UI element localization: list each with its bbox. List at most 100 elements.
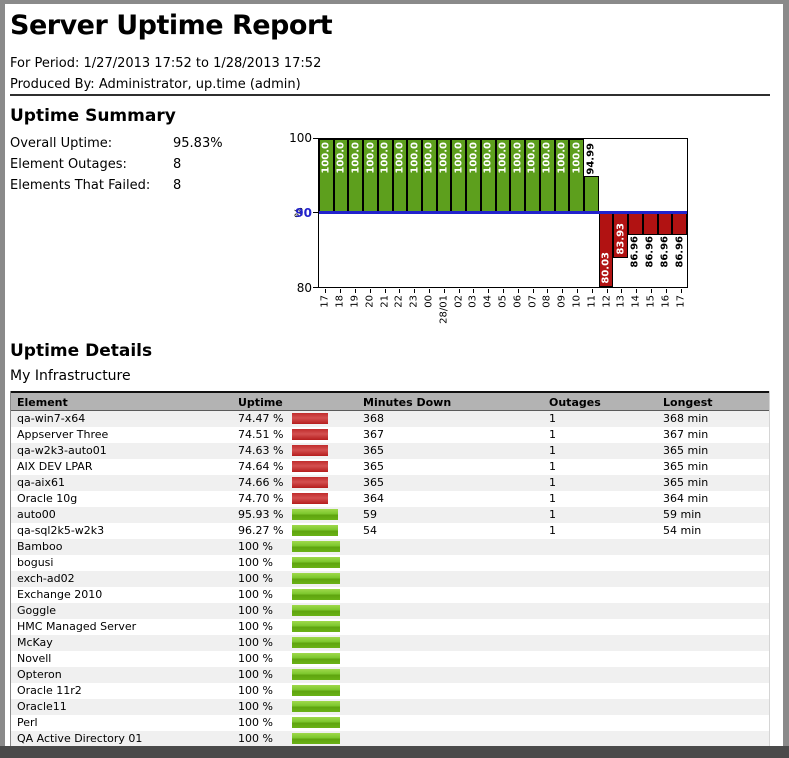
xtick-mark bbox=[577, 289, 578, 293]
outages-value bbox=[549, 651, 663, 667]
uptime-percent: 100 % bbox=[238, 620, 273, 633]
bar-value-label: 100.0 bbox=[468, 142, 480, 174]
uptime-percent: 100 % bbox=[238, 716, 273, 729]
uptime-bar-green bbox=[292, 637, 340, 648]
minutes-down-value bbox=[363, 651, 549, 667]
bar-value-label: 100.0 bbox=[556, 142, 568, 174]
bar-value-label: 86.96 bbox=[659, 236, 671, 269]
chart-plot-area: 100.0 100.0 100.0 100.0 100.0 100.0 100.0 100.0… bbox=[318, 138, 688, 288]
uptime-bar-red bbox=[292, 445, 328, 456]
xtick-mark bbox=[429, 289, 430, 293]
period-value: 1/27/2013 17:52 to 1/28/2013 17:52 bbox=[83, 56, 322, 71]
bar-value-label: 100.0 bbox=[571, 142, 583, 174]
bar-value-label: 100.0 bbox=[526, 142, 538, 174]
xtick-label: 06 bbox=[512, 295, 524, 308]
minutes-down-value bbox=[363, 619, 549, 635]
longest-outage-value: 365 min bbox=[663, 460, 709, 473]
stat-label: Element Outages: bbox=[10, 157, 127, 172]
chart-bar-above-threshold: 100.0 bbox=[495, 139, 511, 213]
xtick-label: 00 bbox=[423, 295, 435, 308]
uptime-bar-green bbox=[292, 701, 340, 712]
element-name: exch-ad02 bbox=[17, 572, 75, 585]
uptime-bar-cell bbox=[292, 523, 363, 539]
table-row: Perl 100 % bbox=[11, 715, 769, 731]
longest-outage-value bbox=[663, 699, 769, 715]
uptime-bar-green bbox=[292, 525, 339, 536]
xtick-label: 09 bbox=[556, 295, 568, 308]
xtick-mark bbox=[325, 289, 327, 293]
minutes-down-value: 364 bbox=[363, 492, 384, 505]
uptime-percent: 100 % bbox=[238, 668, 273, 681]
table-row: McKay 100 % bbox=[11, 635, 769, 651]
bar-value-label: 100.0 bbox=[482, 142, 494, 174]
longest-outage-value bbox=[663, 635, 769, 651]
uptime-bar-cell bbox=[292, 603, 363, 619]
xtick-label: 16 bbox=[660, 295, 672, 308]
longest-outage-value: 364 min bbox=[663, 492, 709, 505]
uptime-bar-cell bbox=[292, 667, 363, 683]
uptime-bar-red bbox=[292, 493, 328, 504]
uptime-percent: 74.51 % bbox=[238, 428, 284, 441]
minutes-down-value: 59 bbox=[363, 508, 377, 521]
longest-outage-value bbox=[663, 603, 769, 619]
xtick-mark bbox=[473, 289, 475, 293]
uptime-bar-red bbox=[292, 429, 328, 440]
outages-value bbox=[549, 619, 663, 635]
ytick-80: 80 bbox=[296, 281, 312, 295]
chart-bar-above-threshold: 100.0 bbox=[554, 139, 570, 213]
ytick-100: 100 bbox=[289, 131, 312, 145]
xtick-mark bbox=[340, 289, 342, 293]
bar-value-label: 86.96 bbox=[629, 236, 641, 269]
uptime-bar-green bbox=[292, 573, 340, 584]
outages-value bbox=[549, 667, 663, 683]
produced-label: Produced By: bbox=[10, 77, 95, 92]
chart-bar-above-threshold: 94.99 bbox=[583, 143, 599, 213]
xtick-mark bbox=[443, 289, 445, 293]
xtick-label: 19 bbox=[349, 295, 361, 308]
xtick-label: 10 bbox=[571, 295, 583, 308]
uptime-percent: 100 % bbox=[238, 652, 273, 665]
element-name: auto00 bbox=[17, 508, 56, 521]
element-name: AIX DEV LPAR bbox=[17, 460, 93, 473]
ytick-mark bbox=[313, 287, 318, 288]
longest-outage-value bbox=[663, 555, 769, 571]
longest-outage-value bbox=[663, 715, 769, 731]
chart-bar-below-threshold: 83.93 bbox=[613, 213, 629, 258]
xtick-label: 13 bbox=[615, 295, 627, 308]
bar-value-label: 100.0 bbox=[335, 142, 347, 174]
uptime-bar-cell bbox=[292, 699, 363, 715]
outages-value bbox=[549, 699, 663, 715]
period-label: For Period: bbox=[10, 56, 80, 71]
outages-value: 1 bbox=[549, 508, 556, 521]
bar-value-label: 100.0 bbox=[438, 142, 450, 174]
chart-bar-above-threshold: 100.0 bbox=[480, 139, 496, 213]
window-border-top bbox=[0, 0, 789, 4]
xtick-label: 04 bbox=[482, 295, 494, 308]
xtick-label: 17 bbox=[319, 295, 331, 308]
longest-outage-value bbox=[663, 619, 769, 635]
xtick-mark bbox=[517, 289, 519, 293]
minutes-down-value bbox=[363, 667, 549, 683]
longest-outage-value bbox=[663, 587, 769, 603]
xtick-mark bbox=[369, 289, 371, 293]
minutes-down-value bbox=[363, 603, 549, 619]
element-name: Oracle11 bbox=[17, 700, 67, 713]
page-title: Server Uptime Report bbox=[10, 10, 333, 41]
longest-outage-value: 54 min bbox=[663, 524, 702, 537]
uptime-percent: 95.93 % bbox=[238, 508, 284, 521]
chart-bar-above-threshold: 100.0 bbox=[422, 139, 437, 213]
xtick-mark bbox=[636, 289, 638, 293]
bar-value-label: 100.0 bbox=[350, 142, 362, 174]
chart-bar-above-threshold: 100.0 bbox=[525, 139, 540, 213]
element-name: Oracle 11r2 bbox=[17, 684, 82, 697]
uptime-details-table: Element Uptime Minutes Down Outages Longest … bbox=[10, 391, 770, 747]
table-row: Exchange 2010 100 % bbox=[11, 587, 769, 603]
outages-value bbox=[549, 587, 663, 603]
longest-outage-value bbox=[663, 539, 769, 555]
element-name: qa-win7-x64 bbox=[17, 412, 86, 425]
table-row: qa-w2k3-auto01 74.63 % 365 1 365 min bbox=[11, 443, 769, 459]
table-row: Bamboo 100 % bbox=[11, 539, 769, 555]
minutes-down-value bbox=[363, 715, 549, 731]
xtick-mark bbox=[355, 289, 356, 293]
uptime-bar-green bbox=[292, 669, 340, 680]
